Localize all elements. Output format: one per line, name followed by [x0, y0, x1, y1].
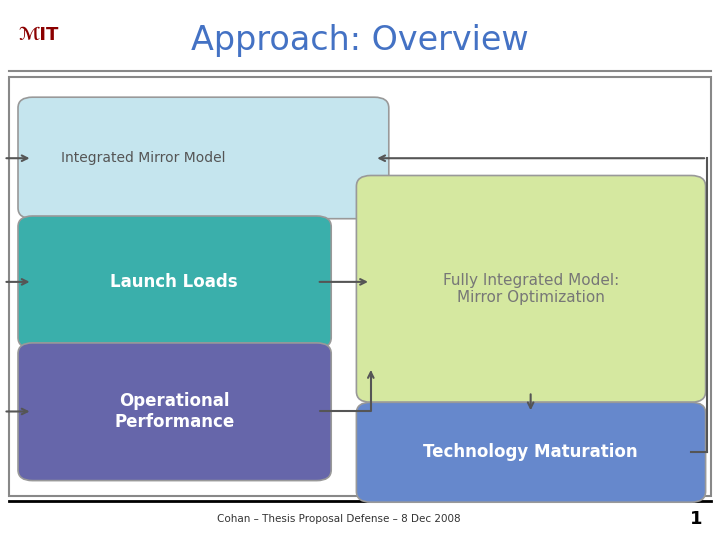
FancyBboxPatch shape	[18, 216, 331, 348]
Text: Operational
Performance: Operational Performance	[114, 392, 235, 431]
Text: Fully Integrated Model:
Mirror Optimization: Fully Integrated Model: Mirror Optimizat…	[443, 273, 618, 305]
Text: Integrated Mirror Model: Integrated Mirror Model	[61, 151, 225, 165]
FancyBboxPatch shape	[356, 402, 706, 502]
Text: Approach: Overview: Approach: Overview	[192, 24, 528, 57]
Text: Launch Loads: Launch Loads	[110, 273, 238, 291]
Text: ℳIT: ℳIT	[18, 26, 58, 44]
FancyBboxPatch shape	[18, 97, 389, 219]
FancyBboxPatch shape	[18, 343, 331, 481]
Text: Technology Maturation: Technology Maturation	[423, 443, 638, 461]
FancyBboxPatch shape	[356, 176, 706, 402]
Text: 1: 1	[690, 510, 702, 529]
Text: Cohan – Thesis Proposal Defense – 8 Dec 2008: Cohan – Thesis Proposal Defense – 8 Dec …	[217, 515, 460, 524]
